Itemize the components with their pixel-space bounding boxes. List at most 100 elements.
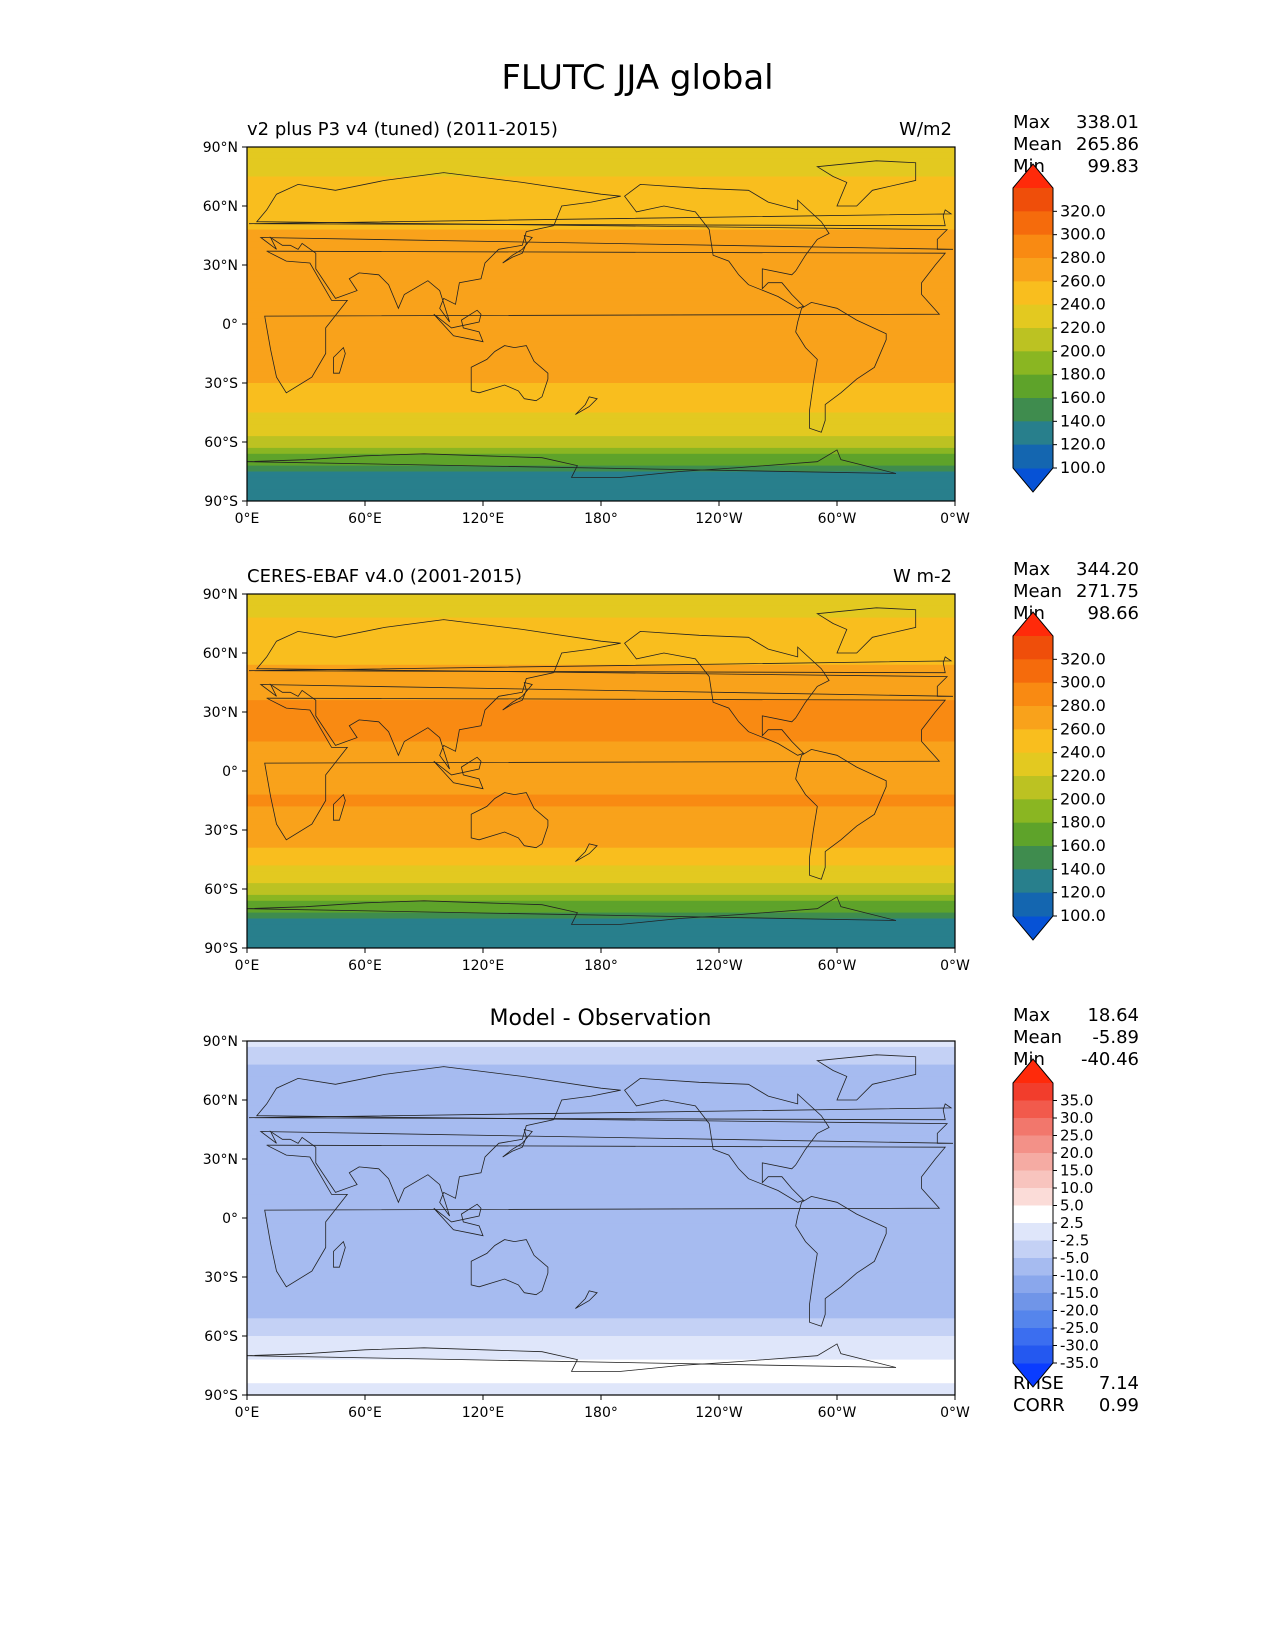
panel3-metrics: RMSE 7.14 CORR 0.99 bbox=[1013, 1373, 1139, 1417]
field-band bbox=[247, 865, 955, 872]
field-band bbox=[247, 1135, 955, 1142]
lon-tick-label: 180° bbox=[584, 511, 618, 527]
field-band bbox=[247, 942, 955, 948]
field-band bbox=[247, 1182, 955, 1190]
field-band bbox=[247, 253, 955, 260]
coastline-japan bbox=[502, 234, 533, 264]
field-band bbox=[247, 483, 955, 490]
field-band bbox=[247, 599, 955, 607]
field-band bbox=[247, 1159, 955, 1166]
colorbar-label: 200.0 bbox=[1060, 341, 1106, 360]
colorbar-label: 120.0 bbox=[1060, 883, 1106, 902]
field-band bbox=[247, 1064, 955, 1072]
field-band bbox=[247, 1100, 955, 1107]
colorbar-segment bbox=[1013, 1153, 1053, 1171]
field-band bbox=[247, 1070, 955, 1077]
field-band bbox=[247, 217, 955, 225]
field-band bbox=[247, 676, 955, 684]
colorbar-label: 320.0 bbox=[1060, 201, 1106, 220]
field-band bbox=[247, 653, 955, 660]
colorbar-label: -2.5 bbox=[1060, 1232, 1089, 1250]
colorbar-segment bbox=[1013, 258, 1053, 282]
field-band bbox=[247, 806, 955, 813]
field-band bbox=[247, 176, 955, 183]
coastline-indonesia bbox=[433, 309, 484, 343]
lon-tick-label: 180° bbox=[584, 1405, 618, 1421]
stat-max: Max 18.64 bbox=[1013, 1005, 1139, 1026]
field-band bbox=[247, 859, 955, 866]
lat-tick-label: 60°N bbox=[203, 199, 238, 215]
field-band bbox=[247, 1147, 955, 1154]
coastline-uk bbox=[248, 656, 953, 674]
field-band bbox=[247, 853, 955, 861]
field-band bbox=[247, 371, 955, 378]
colorbar-segment bbox=[1013, 892, 1053, 917]
coastline-europe-asia bbox=[255, 172, 954, 323]
coastline-south-america bbox=[795, 748, 887, 880]
colorbar-label: 120.0 bbox=[1060, 435, 1106, 454]
field-band bbox=[247, 1336, 955, 1343]
coastline-north-america bbox=[624, 183, 830, 309]
field-band bbox=[247, 771, 955, 778]
colorbar-label: -5.0 bbox=[1060, 1249, 1089, 1267]
coastline-greenland bbox=[816, 607, 917, 654]
field-band bbox=[247, 835, 955, 843]
field-band bbox=[247, 658, 955, 666]
colorbar-segment bbox=[1013, 234, 1053, 259]
colorbar-label: 5.0 bbox=[1060, 1197, 1084, 1215]
field-band bbox=[247, 1218, 955, 1225]
colorbar-label: 25.0 bbox=[1060, 1127, 1093, 1145]
field-band bbox=[247, 1389, 955, 1395]
field-band bbox=[247, 206, 955, 213]
lat-tick-label: 90°S bbox=[204, 1388, 238, 1404]
colorbar-segment bbox=[1013, 846, 1053, 870]
coastline-south-america bbox=[795, 1195, 887, 1327]
colorbar-segment bbox=[1013, 374, 1053, 399]
field-band bbox=[247, 1265, 955, 1272]
colorbar-segment bbox=[1013, 211, 1053, 236]
coastline-greenland bbox=[816, 1054, 917, 1101]
field-band bbox=[247, 1176, 955, 1184]
field-band bbox=[247, 1129, 955, 1136]
field-band bbox=[247, 170, 955, 178]
field-band bbox=[247, 1058, 955, 1066]
field-band bbox=[247, 1223, 955, 1231]
field-band bbox=[247, 365, 955, 372]
lon-tick-label: 120°W bbox=[695, 958, 743, 974]
colorbar-segment bbox=[1013, 869, 1053, 894]
lon-tick-label: 120°E bbox=[462, 958, 505, 974]
field-band bbox=[247, 1123, 955, 1131]
field-band bbox=[247, 477, 955, 484]
field-band bbox=[247, 383, 955, 390]
field-band bbox=[247, 400, 955, 408]
field-band bbox=[247, 152, 955, 160]
field-band bbox=[247, 388, 955, 396]
field-band bbox=[247, 1200, 955, 1207]
field-band bbox=[247, 700, 955, 707]
field-band bbox=[247, 318, 955, 325]
field-band bbox=[247, 1229, 955, 1237]
field-band bbox=[247, 1318, 955, 1325]
coastline-new-zealand bbox=[575, 396, 598, 415]
colorbar-segment bbox=[1013, 444, 1053, 469]
lat-tick-label: 60°S bbox=[204, 435, 238, 451]
colorbar-over bbox=[1013, 1059, 1053, 1083]
colorbar-segment bbox=[1013, 1328, 1053, 1346]
field-band bbox=[247, 1170, 955, 1178]
field-band bbox=[247, 800, 955, 807]
lon-tick-label: 120°W bbox=[695, 1405, 743, 1421]
colorbar-segment bbox=[1013, 729, 1053, 754]
field-band bbox=[247, 694, 955, 701]
field-band bbox=[247, 623, 955, 630]
colorbar-segment bbox=[1013, 799, 1053, 824]
colorbar-label: -15.0 bbox=[1060, 1284, 1099, 1302]
field-band bbox=[247, 394, 955, 402]
field-band bbox=[247, 794, 955, 802]
coastline-africa bbox=[264, 697, 947, 841]
colorbar-segment bbox=[1013, 1275, 1053, 1294]
colorbar-label: 200.0 bbox=[1060, 789, 1106, 808]
field-band bbox=[247, 335, 955, 343]
field-band bbox=[247, 1105, 955, 1113]
field-band bbox=[247, 1088, 955, 1095]
